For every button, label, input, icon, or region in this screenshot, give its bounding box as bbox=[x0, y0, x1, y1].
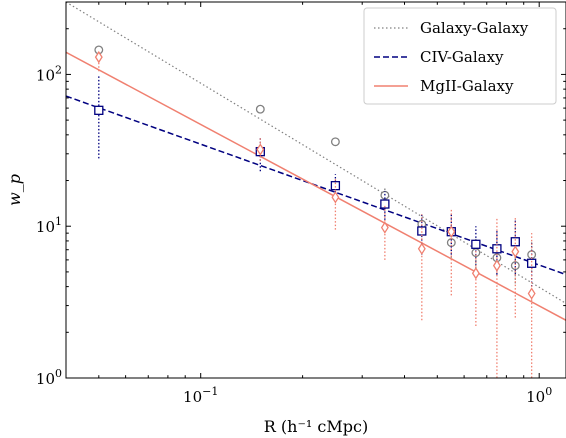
legend-label-galaxy-galaxy: Galaxy-Galaxy bbox=[420, 19, 529, 37]
fit-line-civ-galaxy bbox=[66, 95, 566, 276]
x-axis-label: R (h⁻¹ cMpc) bbox=[264, 417, 368, 436]
y-axis-label: w_p bbox=[5, 174, 24, 206]
point-mgii-galaxy bbox=[380, 221, 389, 234]
point-civ-galaxy bbox=[380, 199, 390, 209]
y-tick-label: 102 bbox=[36, 63, 62, 84]
point-mgii-galaxy bbox=[511, 245, 520, 258]
fit-line-mgii-galaxy bbox=[66, 51, 566, 321]
plot-area bbox=[66, 2, 566, 378]
point-mgii-galaxy bbox=[527, 287, 536, 300]
x-tick-label: 10−1 bbox=[183, 385, 218, 406]
x-tick-label: 100 bbox=[526, 385, 552, 406]
point-civ-galaxy bbox=[94, 105, 104, 115]
point-civ-galaxy bbox=[527, 258, 537, 268]
point-galaxy-galaxy bbox=[510, 261, 520, 271]
legend-label-civ-galaxy: CIV-Galaxy bbox=[420, 48, 504, 66]
point-galaxy-galaxy bbox=[255, 104, 265, 114]
y-tick-label: 101 bbox=[36, 215, 62, 236]
point-mgii-galaxy bbox=[447, 225, 456, 238]
point-mgii-galaxy bbox=[492, 259, 501, 272]
series-civ-galaxy bbox=[94, 75, 537, 290]
point-civ-galaxy bbox=[471, 239, 481, 249]
point-galaxy-galaxy bbox=[330, 137, 340, 147]
point-civ-galaxy bbox=[510, 237, 520, 247]
point-mgii-galaxy bbox=[331, 191, 340, 204]
y-tick-label: 100 bbox=[36, 367, 62, 388]
point-mgii-galaxy bbox=[471, 267, 480, 280]
fit-line-galaxy-galaxy bbox=[66, 2, 566, 304]
legend-label-mgii-galaxy: MgII-Galaxy bbox=[420, 77, 514, 95]
legend: Galaxy-Galaxy CIV-Galaxy MgII-Galaxy bbox=[363, 7, 557, 105]
point-mgii-galaxy bbox=[417, 242, 426, 255]
series-mgii-galaxy bbox=[94, 50, 536, 378]
plot-frame bbox=[65, 1, 566, 379]
legend-box bbox=[363, 7, 557, 105]
axes: 10−1 100 100 101 102 bbox=[36, 1, 566, 406]
point-mgii-galaxy bbox=[94, 50, 103, 64]
point-mgii-galaxy bbox=[256, 143, 265, 156]
